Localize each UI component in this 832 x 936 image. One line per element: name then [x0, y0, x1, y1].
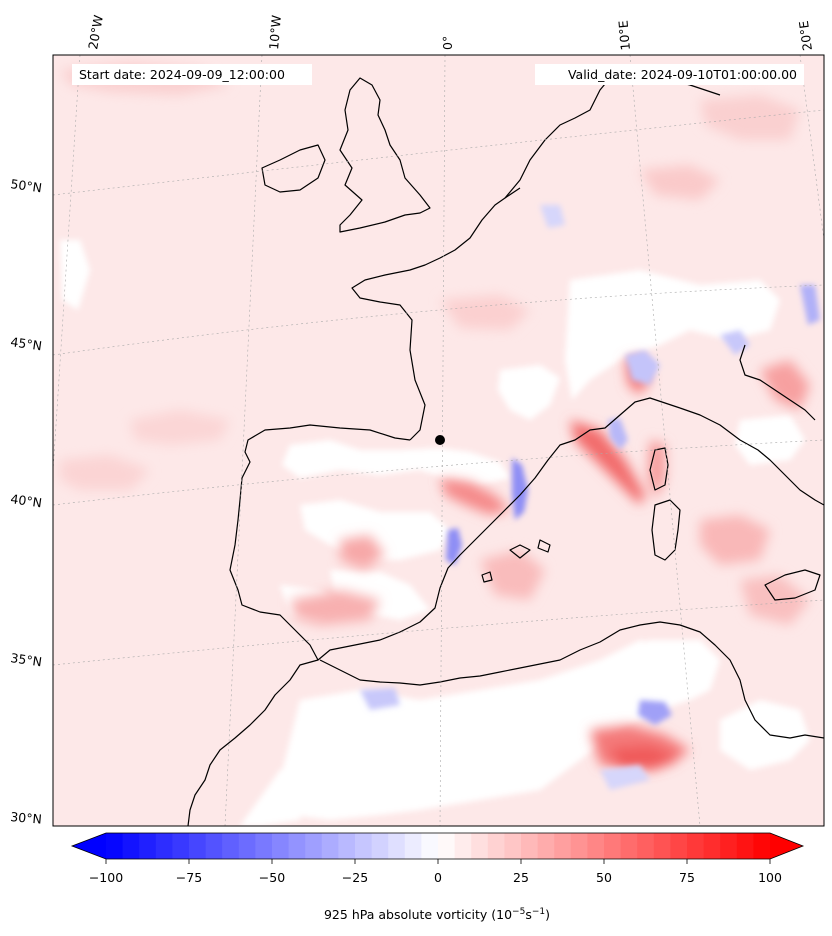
- colorbar-tick-label: 100: [758, 870, 782, 885]
- valid-date-box: [535, 64, 804, 85]
- lon-label-20e: 20°E: [796, 20, 815, 52]
- colorbar-tick-label: 75: [679, 870, 695, 885]
- colorbar-ticks: −100 −75 −50 −25 0 25 50 75 100: [89, 859, 782, 885]
- map-panel: [53, 55, 824, 826]
- colorbar-segment: [122, 833, 140, 859]
- balearic-coastline: [481, 539, 551, 583]
- colorbar-segment: [703, 833, 721, 859]
- adriatic-coastline: [739, 344, 816, 421]
- colorbar-label-end: ): [545, 907, 550, 922]
- colorbar-segment: [521, 833, 539, 859]
- ireland-coastline: [261, 144, 326, 193]
- colorbar-tick-label: 50: [596, 870, 612, 885]
- colorbar-segment: [637, 833, 655, 859]
- lat-label-40n: 40°N: [10, 491, 43, 510]
- colorbar-segment: [222, 833, 240, 859]
- colorbar-segment: [570, 833, 588, 859]
- colorbar-segment: [172, 833, 190, 859]
- colorbar-label-main: 925 hPa absolute vorticity (10: [324, 907, 512, 922]
- colorbar-segments: [72, 833, 803, 859]
- longitude-labels: 20°W 10°W 0° 10°E 20°E: [85, 14, 815, 52]
- lat-label-35n: 35°N: [10, 650, 43, 669]
- near-zero-patches: [60, 240, 810, 826]
- start-date-label: Start date: 2024-09-09_12:00:00: [79, 67, 285, 82]
- colorbar-segment: [454, 833, 472, 859]
- colorbar-segment: [653, 833, 671, 859]
- colorbar-label-exp1: −5: [512, 907, 525, 917]
- colorbar-label-exp2: −1: [532, 907, 545, 917]
- colorbar-segment: [238, 833, 256, 859]
- colorbar-segment: [736, 833, 754, 859]
- colorbar-segment: [620, 833, 638, 859]
- colorbar-segment: [753, 833, 771, 859]
- colorbar-segment: [272, 833, 290, 859]
- colorbar-segment: [189, 833, 207, 859]
- corsica-coastline: [649, 447, 669, 491]
- colorbar-tick-label: −100: [89, 870, 123, 885]
- lon-label-10w: 10°W: [266, 15, 284, 51]
- colorbar-segment: [371, 833, 389, 859]
- colorbar-segment: [554, 833, 572, 859]
- north-africa-coastline: [319, 621, 824, 739]
- colorbar-segment: [321, 833, 339, 859]
- colorbar-segment: [537, 833, 555, 859]
- atlantic-africa-coastline: [187, 659, 319, 826]
- lon-label-0: 0°: [440, 36, 455, 50]
- lat-label-50n: 50°N: [10, 176, 43, 195]
- colorbar-segment: [404, 833, 422, 859]
- colorbar-segment: [388, 833, 406, 859]
- colorbar-segment: [438, 833, 456, 859]
- colorbar-segment: [288, 833, 306, 859]
- colorbar-extend-min: [72, 833, 106, 859]
- colorbar-tick-label: −25: [342, 870, 368, 885]
- colorbar-segment: [106, 833, 124, 859]
- italy-coastline: [679, 407, 824, 506]
- colorbar-tick-label: 0: [434, 870, 442, 885]
- colorbar-segment: [139, 833, 157, 859]
- colorbar-segment: [255, 833, 273, 859]
- france-coastline: [351, 187, 521, 441]
- colorbar-segment: [687, 833, 705, 859]
- colorbar-label: 925 hPa absolute vorticity (10−5s−1): [324, 907, 550, 922]
- colorbar-segment: [604, 833, 622, 859]
- colorbar: −100 −75 −50 −25 0 25 50 75 100 925 hPa absolute…: [70, 832, 805, 922]
- colorbar-tick-label: 25: [513, 870, 529, 885]
- colorbar-extend-max: [770, 833, 803, 859]
- colorbar-segment: [471, 833, 489, 859]
- negative-vorticity-features: [360, 205, 820, 790]
- colorbar-tick-label: −75: [176, 870, 202, 885]
- valid-date-label: Valid_date: 2024-09-10T01:00:00.00: [568, 67, 797, 82]
- colorbar-segment: [205, 833, 223, 859]
- lat-label-45n: 45°N: [10, 334, 43, 353]
- colorbar-tick-label: −50: [259, 870, 285, 885]
- colorbar-segment: [355, 833, 373, 859]
- colorbar-segment: [305, 833, 323, 859]
- colorbar-segment: [421, 833, 439, 859]
- start-date-box: [72, 64, 312, 85]
- iberia-coastline: [229, 397, 681, 661]
- colorbar-segment: [504, 833, 522, 859]
- colorbar-segment: [487, 833, 505, 859]
- colorbar-segment: [338, 833, 356, 859]
- colorbar-segment: [720, 833, 738, 859]
- colorbar-segment: [670, 833, 688, 859]
- latitude-labels: 50°N 45°N 40°N 35°N 30°N: [10, 176, 43, 827]
- location-marker: [435, 435, 445, 445]
- colorbar-segment: [155, 833, 173, 859]
- uk-coastline: [339, 77, 431, 233]
- colorbar-label-mid: s: [525, 907, 532, 922]
- colorbar-segment: [587, 833, 605, 859]
- lat-label-30n: 30°N: [10, 809, 43, 827]
- sicily-coastline: [764, 569, 821, 601]
- sardinia-coastline: [651, 499, 681, 561]
- lon-label-10e: 10°E: [615, 20, 633, 51]
- map-frame: [52, 54, 825, 827]
- lon-label-20w: 20°W: [85, 14, 106, 51]
